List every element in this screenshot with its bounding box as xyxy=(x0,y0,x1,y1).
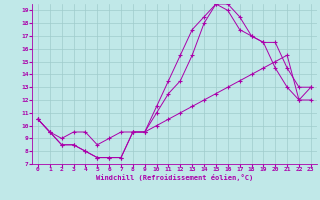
X-axis label: Windchill (Refroidissement éolien,°C): Windchill (Refroidissement éolien,°C) xyxy=(96,174,253,181)
